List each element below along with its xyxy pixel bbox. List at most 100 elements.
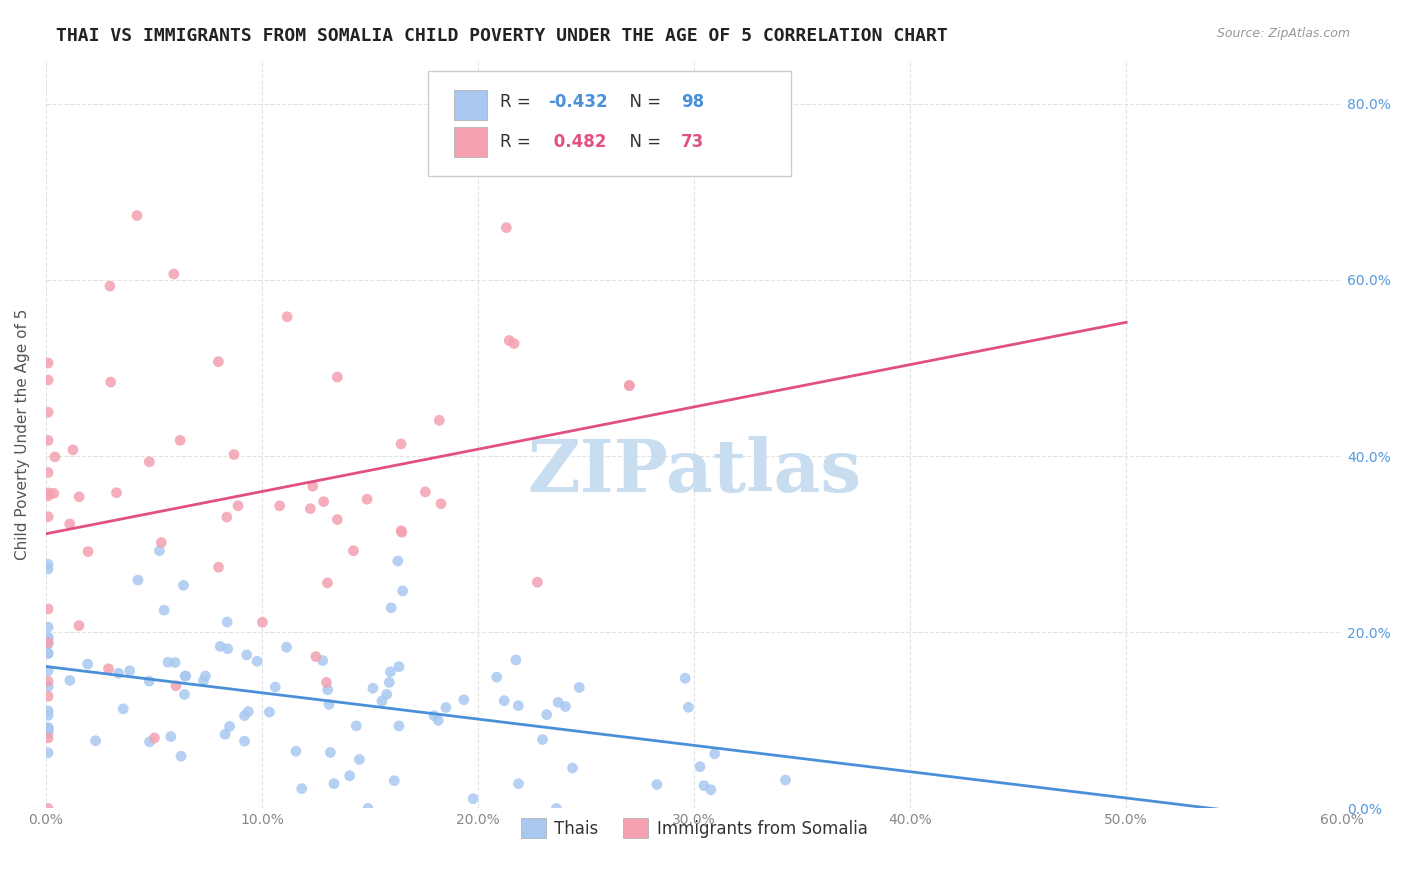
- Point: [37, 690, 59, 704]
- Point: [37, 801, 59, 815]
- Point: [138, 735, 160, 749]
- Point: [143, 731, 166, 745]
- Point: [84, 733, 107, 747]
- Point: [371, 694, 394, 708]
- Point: [37, 620, 59, 634]
- Point: [453, 692, 475, 706]
- Point: [463, 791, 485, 805]
- Point: [252, 615, 274, 630]
- Point: [150, 535, 173, 549]
- Point: [323, 777, 346, 791]
- Point: [222, 448, 245, 462]
- Point: [173, 578, 195, 592]
- Point: [170, 749, 193, 764]
- Point: [389, 437, 412, 451]
- Point: [156, 655, 179, 669]
- Point: [645, 777, 668, 791]
- Point: [62, 442, 84, 457]
- FancyBboxPatch shape: [429, 70, 792, 176]
- Y-axis label: Child Poverty Under the Age of 5: Child Poverty Under the Age of 5: [15, 309, 30, 559]
- Point: [112, 702, 135, 716]
- Point: [326, 370, 349, 384]
- Point: [361, 681, 384, 696]
- Text: N =: N =: [619, 133, 666, 151]
- Point: [356, 492, 378, 507]
- Point: [380, 665, 402, 679]
- Point: [387, 554, 409, 568]
- Point: [37, 356, 59, 370]
- Point: [37, 602, 59, 616]
- Text: Source: ZipAtlas.com: Source: ZipAtlas.com: [1216, 27, 1350, 40]
- Text: R =: R =: [499, 94, 536, 112]
- Point: [165, 679, 187, 693]
- Text: N =: N =: [619, 94, 666, 112]
- Point: [388, 719, 411, 733]
- Point: [37, 731, 59, 745]
- Point: [775, 773, 797, 788]
- Point: [505, 653, 527, 667]
- Point: [299, 501, 322, 516]
- Point: [214, 727, 236, 741]
- Point: [169, 434, 191, 448]
- Point: [554, 699, 576, 714]
- Point: [434, 700, 457, 714]
- Point: [233, 708, 256, 723]
- Point: [276, 310, 298, 324]
- Point: [427, 413, 450, 427]
- Point: [37, 636, 59, 650]
- Point: [174, 669, 197, 683]
- Point: [37, 721, 59, 735]
- Point: [217, 641, 239, 656]
- Point: [174, 669, 197, 683]
- Point: [37, 509, 59, 524]
- Point: [193, 673, 215, 688]
- Point: [100, 375, 122, 389]
- Point: [508, 777, 530, 791]
- Legend: Thais, Immigrants from Somalia: Thais, Immigrants from Somalia: [515, 812, 875, 845]
- Point: [148, 543, 170, 558]
- Point: [37, 664, 59, 678]
- Point: [312, 494, 335, 508]
- Point: [536, 707, 558, 722]
- Point: [37, 630, 59, 644]
- Point: [42, 486, 65, 500]
- Point: [349, 752, 371, 766]
- Point: [125, 209, 148, 223]
- Point: [547, 695, 569, 709]
- Point: [316, 575, 339, 590]
- Point: [37, 722, 59, 736]
- Point: [163, 267, 186, 281]
- Point: [508, 698, 530, 713]
- Point: [127, 573, 149, 587]
- Point: [76, 657, 98, 671]
- Point: [678, 700, 700, 714]
- Point: [59, 673, 82, 688]
- Point: [37, 486, 59, 500]
- Point: [153, 603, 176, 617]
- Point: [59, 516, 82, 531]
- Text: 98: 98: [681, 94, 704, 112]
- Point: [217, 615, 239, 629]
- Point: [430, 497, 453, 511]
- Text: 73: 73: [681, 133, 704, 151]
- Point: [375, 687, 398, 701]
- Point: [165, 656, 187, 670]
- Text: ZIPatlas: ZIPatlas: [527, 436, 862, 507]
- Point: [357, 801, 380, 815]
- Point: [700, 782, 723, 797]
- Point: [301, 479, 323, 493]
- Point: [423, 708, 446, 723]
- Point: [37, 434, 59, 448]
- Point: [503, 336, 526, 351]
- Point: [305, 649, 328, 664]
- Text: -0.432: -0.432: [548, 94, 607, 112]
- Point: [138, 455, 160, 469]
- Point: [269, 499, 291, 513]
- Point: [693, 779, 716, 793]
- Point: [494, 694, 516, 708]
- Point: [107, 666, 129, 681]
- Point: [415, 484, 437, 499]
- Point: [568, 681, 591, 695]
- Point: [67, 618, 90, 632]
- Point: [37, 632, 59, 647]
